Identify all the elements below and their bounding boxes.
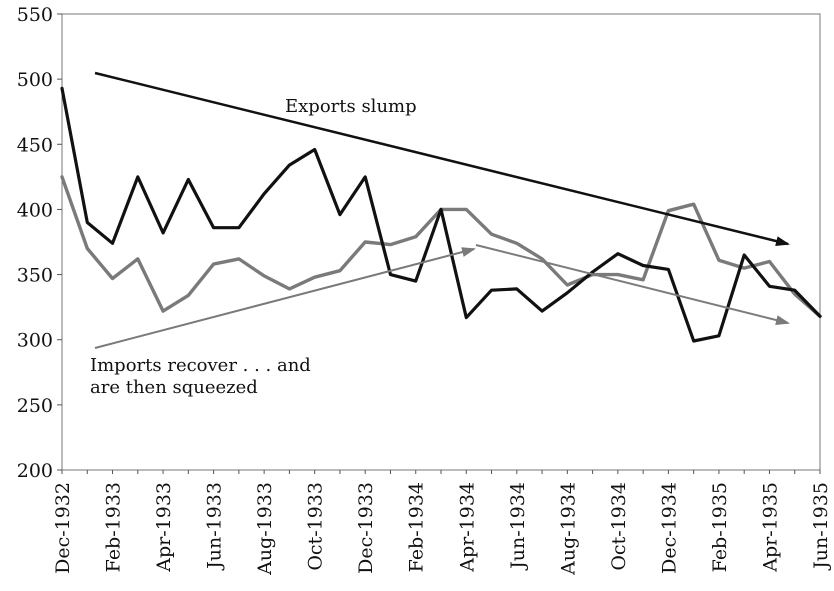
series-line-gray bbox=[60, 175, 822, 318]
y-tick-label: 450 bbox=[17, 134, 53, 156]
y-axis: 200 250 300 350 400 450 500 550 bbox=[17, 4, 62, 482]
x-tick-label: Apr-1935 bbox=[759, 482, 781, 573]
annotation-imports-recover: Imports recover . . . and bbox=[90, 355, 311, 376]
annotation-then-squeezed: are then squeezed bbox=[90, 377, 258, 398]
x-tick-label: Jun-1933 bbox=[204, 482, 226, 571]
x-tick-label: Jun-1934 bbox=[507, 482, 529, 571]
y-tick-label: 200 bbox=[17, 460, 53, 482]
y-tick-label: 350 bbox=[17, 265, 53, 287]
y-tick-label: 550 bbox=[17, 4, 53, 26]
x-tick-label: Jun-1935 bbox=[810, 482, 832, 571]
imports-recover-arrow bbox=[94, 247, 476, 349]
x-tick-label: Dec-1933 bbox=[355, 482, 377, 574]
y-tick-label: 500 bbox=[17, 69, 53, 91]
x-tick-label: Aug-1934 bbox=[557, 482, 579, 576]
series-layer bbox=[60, 86, 822, 343]
x-axis: Dec-1932 Feb-1933 Apr-1933 Jun-1933 Aug-1933… bbox=[52, 470, 832, 576]
plot-area bbox=[61, 13, 821, 471]
y-tick-label: 400 bbox=[17, 199, 53, 221]
x-tick-label: Apr-1934 bbox=[456, 482, 478, 573]
annotation-exports-slump: Exports slump bbox=[285, 96, 417, 117]
imports-squeezed-arrow bbox=[475, 244, 790, 325]
series-line-dark bbox=[60, 86, 822, 343]
y-tick-label: 250 bbox=[17, 395, 53, 417]
x-tick-label: Feb-1934 bbox=[406, 482, 428, 572]
x-tick-label: Feb-1933 bbox=[103, 482, 125, 572]
x-tick-label: Apr-1933 bbox=[153, 482, 175, 573]
x-tick-label: Oct-1933 bbox=[305, 482, 327, 571]
x-tick-label: Dec-1932 bbox=[52, 482, 74, 574]
x-tick-label: Aug-1933 bbox=[254, 482, 276, 576]
y-tick-label: 300 bbox=[17, 330, 53, 352]
x-tick-label: Oct-1934 bbox=[608, 482, 630, 571]
exports-trend-arrow bbox=[94, 71, 790, 246]
x-tick-label: Feb-1935 bbox=[709, 482, 731, 572]
x-tick-label: Dec-1934 bbox=[658, 482, 680, 574]
